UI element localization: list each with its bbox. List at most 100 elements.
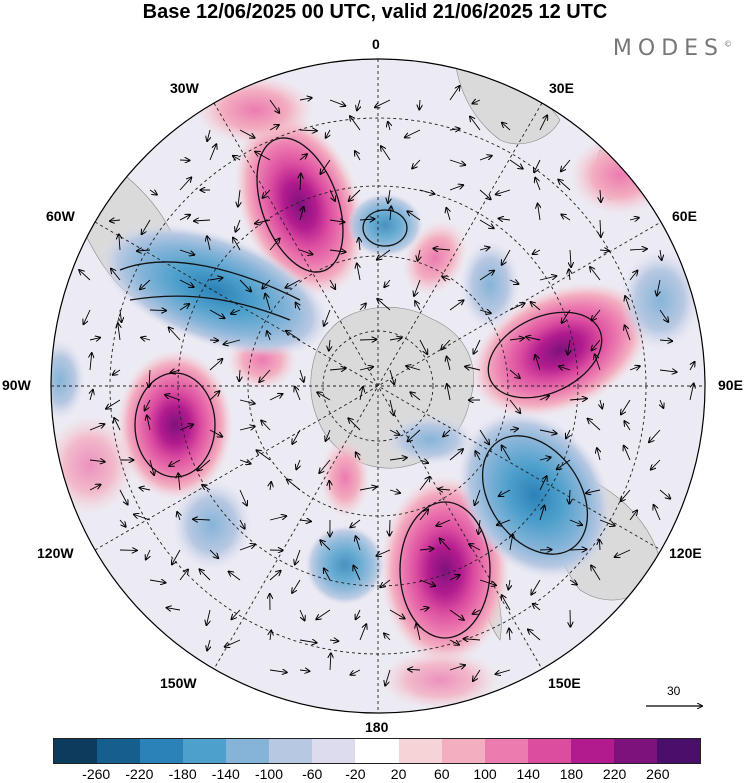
wind-vector	[390, 206, 391, 221]
colorbar-swatch-8	[398, 739, 442, 763]
wind-vector	[415, 301, 421, 311]
wind-vector	[539, 506, 545, 521]
wind-vector	[317, 392, 331, 401]
wind-vector	[624, 446, 631, 461]
wind-vector	[193, 519, 211, 520]
wind-vector	[433, 249, 451, 251]
wind-vector	[269, 670, 287, 672]
wind-vector	[300, 207, 304, 221]
wind-vector	[405, 129, 421, 137]
wind-vector	[654, 505, 661, 521]
wind-vector	[269, 516, 286, 521]
wind-vector	[449, 609, 464, 620]
colorbar-tick-label: 20	[390, 766, 407, 782]
wind-vector	[329, 339, 330, 351]
wind-vector	[179, 279, 194, 287]
wind-vector	[449, 665, 465, 671]
wind-vector	[561, 159, 571, 171]
wind-vector	[473, 610, 481, 614]
wind-vector	[172, 549, 181, 564]
wind-vector	[533, 250, 541, 254]
wind-vector	[502, 249, 511, 265]
wind-vector	[531, 579, 541, 595]
wind-vector	[113, 370, 121, 375]
wind-vector	[479, 219, 494, 228]
colorbar-tick-label: 140	[516, 766, 540, 782]
wind-vector	[419, 99, 420, 110]
wind-vector	[141, 338, 151, 341]
wind-vector	[348, 418, 361, 431]
wind-vector	[209, 429, 222, 437]
wind-vector	[146, 549, 150, 560]
wind-vector	[90, 390, 93, 401]
wind-vector	[300, 174, 301, 191]
wind-vector	[296, 459, 300, 469]
wind-vector	[443, 277, 451, 280]
wind-vector	[474, 339, 481, 354]
wind-vector	[479, 310, 491, 313]
wind-vector	[406, 366, 421, 371]
brand-mark: ©	[724, 39, 732, 49]
wind-vector	[659, 309, 668, 322]
wind-vector	[292, 579, 301, 593]
wind-vector	[509, 429, 518, 430]
wind-vector	[410, 392, 421, 401]
wind-vector	[329, 481, 330, 491]
wind-vector	[207, 639, 210, 650]
wind-vector	[569, 549, 587, 550]
wind-vector	[464, 639, 481, 640]
colorbar-swatch-0	[54, 739, 98, 763]
wind-vector	[590, 267, 601, 281]
wind-vector	[615, 549, 631, 557]
wind-vector	[118, 323, 120, 341]
wind-vector	[202, 485, 211, 491]
wind-vector	[407, 211, 421, 221]
wind-vector	[239, 460, 251, 464]
wind-vector	[473, 669, 481, 681]
wind-vector	[79, 270, 91, 281]
wind-vector	[326, 429, 331, 441]
colorbar-swatch-7	[355, 739, 399, 763]
wind-vector	[629, 366, 640, 370]
wind-vector	[149, 369, 150, 387]
wind-vector	[269, 125, 279, 131]
wind-vector	[231, 310, 241, 314]
wind-vector	[499, 219, 511, 221]
wind-vector	[353, 566, 361, 581]
wind-vector	[359, 238, 360, 251]
wind-vector	[232, 609, 241, 619]
wind-vector	[147, 416, 150, 431]
wind-vector	[689, 384, 694, 401]
wind-vector	[539, 115, 547, 131]
wind-vector	[443, 429, 451, 436]
wind-vector	[389, 429, 399, 435]
wind-vector	[414, 279, 421, 296]
wind-vector	[257, 450, 271, 461]
wind-vector	[359, 624, 366, 641]
colorbar-swatch-13	[613, 739, 657, 763]
wind-vector	[659, 370, 677, 372]
wind-vector	[629, 218, 639, 220]
colorbar-swatch-4	[226, 739, 270, 763]
wind-vector	[625, 296, 631, 311]
wind-vector	[329, 279, 335, 289]
wind-vector	[419, 510, 428, 521]
wind-vector	[269, 394, 283, 401]
wind-vector	[659, 489, 670, 499]
modes-logo: MODES©	[613, 36, 732, 61]
wind-vector	[384, 279, 391, 287]
wind-vector	[179, 304, 189, 311]
wind-vector	[559, 366, 571, 370]
wind-vector	[239, 369, 240, 381]
wind-vector	[449, 300, 464, 311]
wind-vector	[526, 337, 541, 340]
wind-vector	[569, 519, 582, 525]
wind-vector	[597, 448, 600, 461]
wind-vector	[140, 279, 151, 289]
wind-vector	[119, 234, 120, 251]
lon-label-120w: 120W	[37, 545, 74, 561]
wind-vector	[629, 249, 647, 250]
wind-vector	[84, 309, 91, 324]
wind-vector	[259, 369, 271, 382]
